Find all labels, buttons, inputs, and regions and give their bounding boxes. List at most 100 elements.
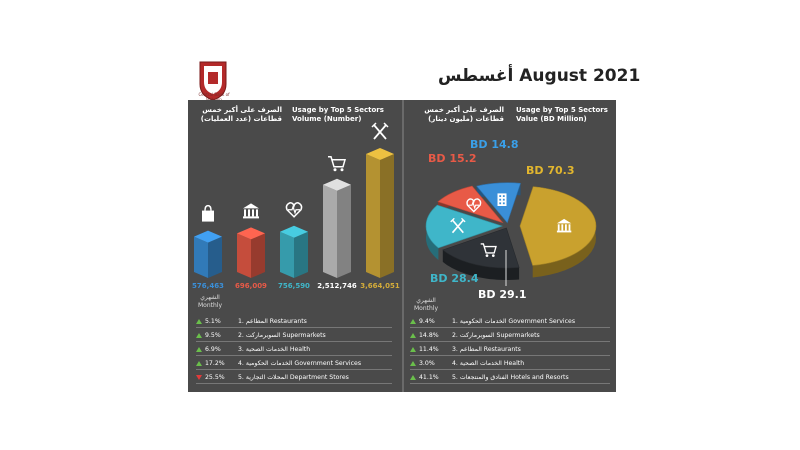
up-arrow-icon [410, 318, 416, 324]
sector-label: 2. السوبرماركت Supermarkets [238, 332, 326, 339]
bar-0 [194, 230, 222, 278]
change-pct: 41.1% [419, 374, 439, 381]
change-pct: 17.2% [205, 360, 225, 367]
list-item: 9.5% 2. السوبرماركت Supermarkets [196, 330, 392, 342]
up-arrow-icon [410, 374, 416, 380]
bar-left-face [280, 231, 294, 278]
value-title-en: Usage by Top 5 Sectors Value (BD Million… [516, 106, 608, 123]
bar-value-label: 576,463 [192, 282, 224, 290]
volume-monthly-ar: الشهري [200, 294, 220, 301]
up-arrow-icon [196, 318, 202, 324]
up-arrow-icon [410, 332, 416, 338]
bar-left-face [237, 233, 251, 278]
list-item: 14.8% 2. السوبرماركت Supermarkets [410, 330, 610, 342]
change-pct: 11.4% [419, 346, 439, 353]
sector-label: 2. السوبرماركت Supermarkets [452, 332, 540, 339]
hotel-icon [497, 193, 507, 206]
up-arrow-icon [410, 360, 416, 366]
list-item: 3.0% 4. الخدمات الصحية Health [410, 358, 610, 370]
bank-icon [243, 203, 259, 219]
list-item: 17.2% 4. الخدمات الحكومية Government Serv… [196, 358, 392, 370]
sector-label: 5. الفنادق والمنتجعات Hotels and Resorts [452, 374, 569, 381]
bar-top-face [280, 225, 308, 238]
panel-divider [402, 100, 404, 392]
bar-value-label: 756,590 [278, 282, 310, 290]
bar-top-face [194, 230, 222, 243]
sector-label: 3. الخدمات الصحية Health [238, 346, 311, 353]
bar-4 [366, 148, 394, 278]
sector-label: 1. المطاعم Restaurants [238, 318, 307, 325]
bar-left-face [323, 184, 337, 278]
health-icon [466, 198, 482, 213]
health-icon [285, 202, 303, 218]
pie-slice-side-1 [442, 249, 520, 280]
logo-caption: Central Bank of Bahrain [198, 92, 230, 102]
up-arrow-icon [196, 346, 202, 352]
sector-label: 4. الخدمات الحكومية Government Services [238, 360, 362, 367]
change-pct: 9.5% [205, 332, 221, 339]
bar-1 [237, 227, 265, 278]
up-arrow-icon [196, 360, 202, 366]
pie-value-label: BD 15.2 [428, 152, 477, 165]
bar-value-label: 2,512,746 [317, 282, 357, 290]
bar-top-face [237, 227, 265, 240]
list-item: 6.9% 3. الخدمات الصحية Health [196, 344, 392, 356]
fork-knife-icon [371, 122, 389, 140]
pie-value-label: BD 28.4 [430, 272, 479, 285]
bar-3 [323, 178, 351, 278]
volume-title-en: Usage by Top 5 Sectors Volume (Number) [292, 106, 384, 123]
sector-label: 1. الخدمات الحكومية Government Services [452, 318, 576, 325]
central-bank-logo [199, 61, 227, 101]
pie-slice-2 [425, 204, 503, 249]
bar-left-face [366, 154, 380, 278]
bar-right-face [208, 236, 222, 278]
value-title-ar: الصرف على أكبر خمس قطاعات (مليون دينار) [424, 106, 504, 123]
value-ranking-list: 9.4% 1. الخدمات الحكومية Government Servi… [410, 316, 610, 388]
sector-label: 5. المحلات التجارية Department Stores [238, 374, 349, 381]
pie-slice-1 [442, 227, 520, 269]
bar-right-face [380, 154, 394, 278]
bar-top-face [366, 148, 394, 160]
change-pct: 14.8% [419, 332, 439, 339]
volume-monthly-en: Monthly [197, 302, 223, 309]
bar-right-face [251, 233, 265, 278]
list-item: 5.1% 1. المطاعم Restaurants [196, 316, 392, 328]
value-monthly-ar: الشهري [416, 297, 436, 304]
up-arrow-icon [196, 332, 202, 338]
change-pct: 25.5% [205, 374, 225, 381]
pie-value-label: BD 14.8 [470, 138, 519, 151]
pie-slice-edge [442, 249, 520, 280]
list-item: 41.1% 5. الفنادق والمنتجعات Hotels and Re… [410, 372, 610, 384]
list-item: 9.4% 1. الخدمات الحكومية Government Servi… [410, 316, 610, 328]
fork-knife-icon [450, 217, 466, 234]
sector-label: 3. المطاعم Restaurants [452, 346, 521, 353]
bar-left-face [194, 236, 208, 278]
change-pct: 6.9% [205, 346, 221, 353]
value-monthly-en: Monthly [413, 305, 439, 312]
page-title: أغسطس August 2021 [438, 66, 641, 86]
list-item: 25.5% 5. المحلات التجارية Department Stor… [196, 372, 392, 384]
list-item: 11.4% 3. المطاعم Restaurants [410, 344, 610, 356]
pie-value-label: BD 29.1 [478, 288, 527, 301]
cart-icon [480, 243, 497, 257]
volume-title-ar: الصرف على أكبر خمس قطاعات (عدد العمليات) [200, 106, 282, 123]
bar-top-face [323, 178, 351, 191]
cart-icon [328, 156, 346, 172]
volume-ranking-list: 5.1% 1. المطاعم Restaurants 9.5% 2. السوبر… [196, 316, 392, 388]
change-pct: 3.0% [419, 360, 435, 367]
shopping-bag-icon [202, 204, 214, 222]
bar-right-face [294, 231, 308, 278]
up-arrow-icon [410, 346, 416, 352]
bar-value-label: 3,664,051 [360, 282, 400, 290]
down-arrow-icon [196, 374, 202, 380]
bar-value-label: 696,009 [235, 282, 267, 290]
bar-2 [280, 225, 308, 278]
change-pct: 9.4% [419, 318, 435, 325]
pie-value-label: BD 70.3 [526, 164, 575, 177]
pie-slice-3 [437, 185, 504, 224]
sector-label: 4. الخدمات الصحية Health [452, 360, 525, 367]
bar-right-face [337, 184, 351, 278]
bank-icon [556, 218, 572, 233]
change-pct: 5.1% [205, 318, 221, 325]
